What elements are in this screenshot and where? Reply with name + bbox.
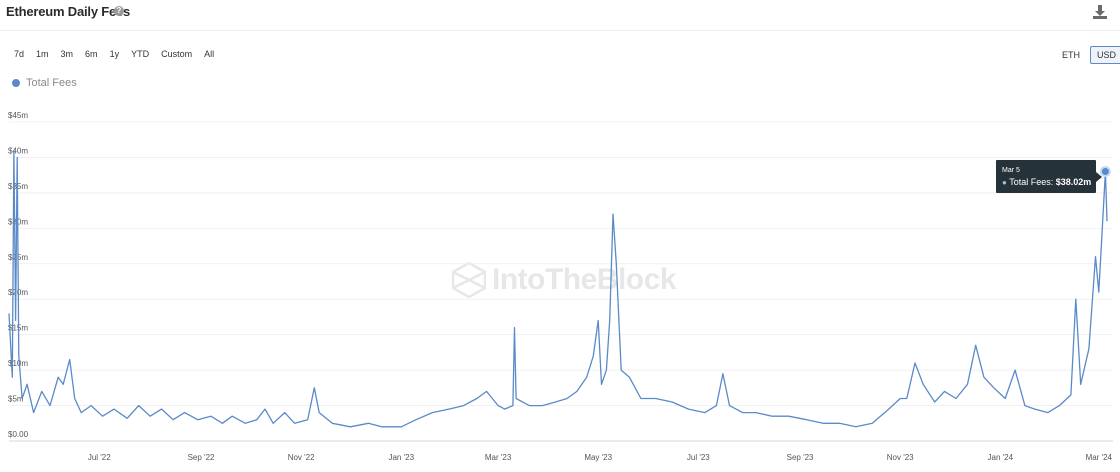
range-button-custom[interactable]: Custom xyxy=(161,49,193,59)
highlight-point xyxy=(1099,165,1111,177)
tooltip-date: Mar 5 xyxy=(1002,167,1020,174)
x-tick-label: May '23 xyxy=(584,453,612,462)
watermark-text: IntoTheBlock xyxy=(492,263,677,296)
range-selector: 7d 1m 3m 6m 1y YTD Custom All xyxy=(10,46,218,62)
unit-selector: ETH USD xyxy=(1055,46,1120,64)
tooltip-label: Total Fees: xyxy=(1009,177,1054,187)
y-tick-label: $10m xyxy=(8,359,28,368)
x-tick-label: Nov '22 xyxy=(288,453,315,462)
range-button-1m[interactable]: 1m xyxy=(36,49,49,59)
legend-label: Total Fees xyxy=(26,77,77,89)
range-button-3m[interactable]: 3m xyxy=(60,49,74,59)
tooltip-value: $38.02m xyxy=(1055,177,1092,187)
range-button-all[interactable]: All xyxy=(204,49,215,59)
unit-button-eth[interactable]: ETH xyxy=(1062,50,1080,60)
tooltip-row: ● Total Fees: $38.02m xyxy=(1002,177,1091,187)
x-tick-label: Mar '24 xyxy=(1086,453,1113,462)
legend-item-total-fees[interactable]: Total Fees xyxy=(12,77,77,89)
x-tick-label: Mar '23 xyxy=(485,453,512,462)
range-button-7d[interactable]: 7d xyxy=(14,49,25,59)
tooltip-series-dot: ● xyxy=(1002,178,1007,187)
range-button-ytd[interactable]: YTD xyxy=(131,49,150,59)
download-icon[interactable] xyxy=(1093,5,1107,19)
series-line-total-fees xyxy=(8,149,1108,428)
chart-header: Ethereum Daily Fees ? xyxy=(0,0,1120,31)
intotheblock-logo-icon xyxy=(452,262,486,298)
page-title: Ethereum Daily Fees xyxy=(6,4,131,19)
x-tick-label: Nov '23 xyxy=(887,453,914,462)
range-button-1y[interactable]: 1y xyxy=(109,49,120,59)
question-circle-icon[interactable]: ? xyxy=(114,6,124,16)
x-tick-label: Sep '23 xyxy=(787,453,814,462)
legend-marker xyxy=(12,79,20,87)
tooltip-arrow xyxy=(1096,172,1102,182)
y-tick-label: $5m xyxy=(8,395,24,404)
y-tick-label: $40m xyxy=(8,146,28,155)
watermark: IntoTheBlock xyxy=(452,262,677,298)
chart-tooltip: Mar 5 ● Total Fees: $38.02m xyxy=(996,160,1096,193)
y-tick-label: $45m xyxy=(8,111,28,120)
fees-line-chart[interactable]: $0.00$5m$10m$15m$20m$25m$30m$35m$40m$45m… xyxy=(0,100,1120,472)
x-tick-label: Sep '22 xyxy=(188,453,215,462)
x-tick-label: Jul '22 xyxy=(88,453,111,462)
x-tick-label: Jan '23 xyxy=(388,453,414,462)
x-tick-label: Jan '24 xyxy=(988,453,1014,462)
y-tick-label: $0.00 xyxy=(8,430,29,439)
x-tick-label: Jul '23 xyxy=(687,453,710,462)
y-tick-label: $35m xyxy=(8,182,28,191)
unit-button-usd[interactable]: USD xyxy=(1090,46,1120,64)
range-button-6m[interactable]: 6m xyxy=(85,49,98,59)
